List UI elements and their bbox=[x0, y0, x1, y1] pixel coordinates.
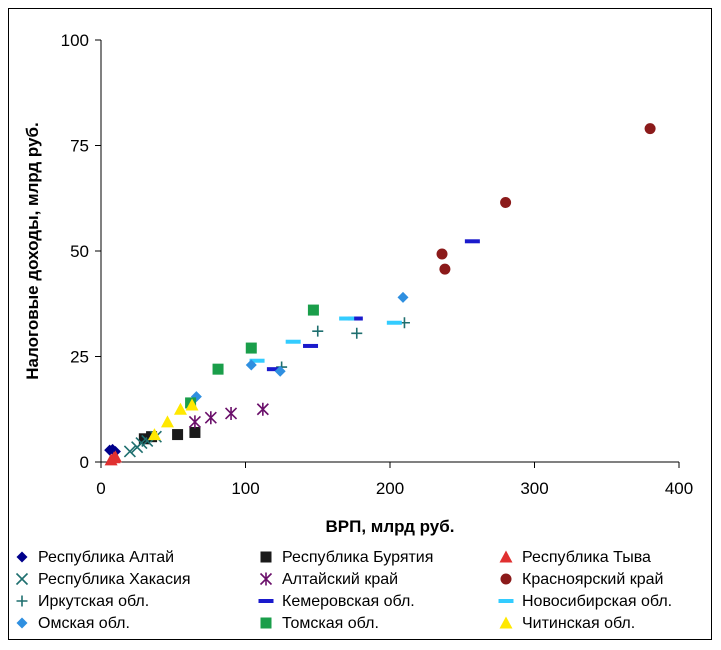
legend-label: Томская обл. bbox=[282, 615, 379, 632]
legend-label: Алтайский край bbox=[282, 571, 398, 588]
legend-label: Читинская обл. bbox=[522, 615, 635, 632]
data-point bbox=[285, 339, 301, 344]
data-point bbox=[123, 445, 136, 458]
legend-item: Кемеровская обл. bbox=[258, 593, 415, 610]
data-point bbox=[224, 406, 238, 420]
y-tick-label: 0 bbox=[80, 453, 89, 472]
series-points bbox=[147, 398, 199, 441]
data-point bbox=[185, 398, 199, 411]
data-point bbox=[147, 428, 161, 441]
legend-label: Республика Алтай bbox=[38, 549, 174, 566]
legend-item: Омская обл. bbox=[16, 615, 130, 632]
legend-marker bbox=[259, 572, 273, 586]
legend-item: Республика Хакасия bbox=[15, 571, 191, 588]
legend-marker bbox=[15, 572, 29, 586]
y-tick-label: 100 bbox=[61, 31, 89, 50]
legend-label: Иркутская обл. bbox=[38, 593, 149, 610]
chart-frame bbox=[8, 8, 712, 640]
data-point bbox=[436, 248, 448, 260]
data-point bbox=[464, 239, 480, 244]
legend-item: Республика Бурятия bbox=[260, 549, 433, 566]
legend-marker bbox=[499, 616, 513, 629]
legend-item: Республика Алтай bbox=[16, 549, 174, 566]
legend-marker bbox=[500, 573, 512, 585]
y-tick-label: 75 bbox=[70, 137, 89, 156]
legend-marker bbox=[498, 599, 514, 603]
legend-label: Республика Бурятия bbox=[282, 549, 433, 566]
series-points bbox=[188, 402, 269, 429]
x-tick-label: 200 bbox=[376, 479, 404, 498]
legend-item: Читинская обл. bbox=[499, 615, 635, 632]
legend-marker bbox=[260, 551, 272, 563]
y-tick-label: 25 bbox=[70, 348, 89, 367]
x-tick-label: 0 bbox=[96, 479, 105, 498]
legend-label: Красноярский край bbox=[522, 571, 663, 588]
legend-item: Алтайский край bbox=[259, 571, 398, 588]
data-point bbox=[212, 363, 224, 375]
series-points bbox=[266, 239, 480, 372]
data-point bbox=[386, 320, 402, 325]
data-point bbox=[108, 450, 122, 463]
data-point bbox=[189, 426, 201, 438]
series-points bbox=[104, 450, 122, 466]
legend-marker bbox=[258, 599, 274, 603]
data-point bbox=[249, 358, 265, 363]
data-point bbox=[266, 367, 282, 372]
data-point bbox=[204, 411, 217, 425]
series-points bbox=[249, 316, 402, 363]
data-point bbox=[644, 123, 656, 135]
data-point bbox=[303, 343, 319, 348]
data-point bbox=[256, 402, 269, 416]
data-point bbox=[245, 342, 257, 354]
series-points bbox=[185, 304, 319, 409]
data-point bbox=[274, 365, 286, 377]
data-point bbox=[500, 196, 512, 208]
legend-marker bbox=[16, 595, 28, 607]
data-point bbox=[439, 263, 451, 275]
legend-marker bbox=[260, 617, 272, 629]
legend-item: Иркутская обл. bbox=[16, 593, 149, 610]
legend-marker bbox=[16, 551, 28, 563]
legend-item: Томская обл. bbox=[260, 615, 379, 632]
x-tick-label: 400 bbox=[665, 479, 693, 498]
data-point bbox=[245, 359, 257, 371]
legend-label: Республика Хакасия bbox=[38, 571, 191, 588]
y-axis-title: Налоговые доходы, млрд руб. bbox=[23, 122, 42, 379]
legend-label: Республика Тыва bbox=[522, 549, 651, 566]
data-point bbox=[347, 316, 363, 321]
data-point bbox=[173, 402, 187, 415]
data-point bbox=[312, 325, 324, 337]
legend-item: Новосибирская обл. bbox=[498, 593, 672, 610]
legend-label: Омская обл. bbox=[38, 615, 130, 632]
legend-item: Республика Тыва bbox=[499, 549, 651, 566]
series-points bbox=[276, 317, 410, 373]
legend-label: Кемеровская обл. bbox=[282, 593, 415, 610]
data-point bbox=[397, 291, 409, 303]
series-points bbox=[436, 123, 656, 275]
data-point bbox=[188, 415, 201, 429]
data-point bbox=[172, 429, 184, 441]
x-axis-title: ВРП, млрд руб. bbox=[326, 517, 455, 536]
x-tick-label: 300 bbox=[520, 479, 548, 498]
legend: Республика Алтай Республика Бурятия Респуб… bbox=[15, 549, 672, 632]
legend-label: Новосибирская обл. bbox=[522, 593, 672, 610]
axis-ticks: 0 25 50 75 100 0 100 200 300 400 bbox=[61, 31, 694, 498]
legend-marker bbox=[16, 617, 28, 629]
data-point bbox=[339, 316, 355, 321]
series-points bbox=[190, 291, 409, 403]
legend-marker bbox=[499, 550, 513, 563]
data-point bbox=[160, 415, 174, 428]
y-tick-label: 50 bbox=[70, 242, 89, 261]
data-point bbox=[351, 327, 363, 339]
data-point bbox=[307, 304, 319, 316]
plot-area: 0 25 50 75 100 0 100 200 300 400 bbox=[61, 31, 694, 498]
x-tick-label: 100 bbox=[231, 479, 259, 498]
data-points bbox=[104, 123, 656, 466]
legend-item: Красноярский край bbox=[500, 571, 663, 588]
